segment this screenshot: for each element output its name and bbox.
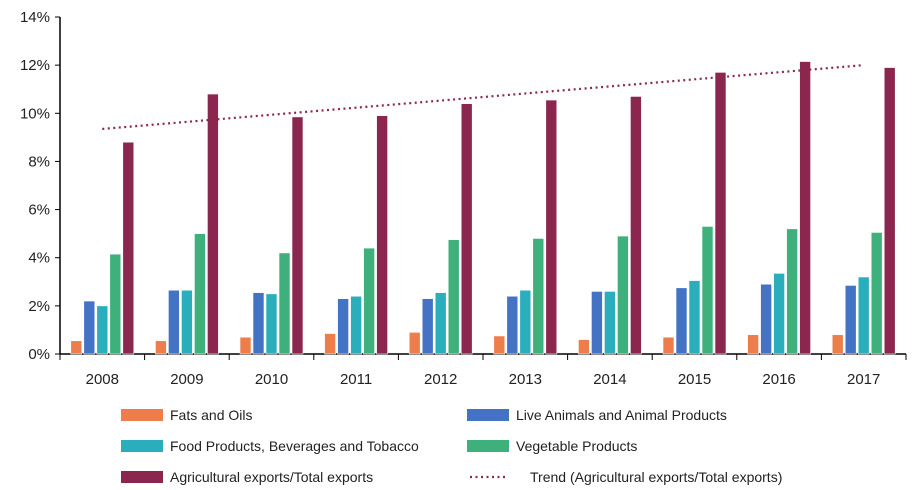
bar-live-animals-and-animal-products (252, 292, 265, 355)
bar-live-animals-and-animal-products (168, 289, 180, 355)
bar-vegetable-products (701, 226, 714, 355)
trend-line (102, 64, 864, 131)
legend-label: Vegetable Products (516, 438, 637, 454)
x-tick-label: 2008 (86, 371, 119, 388)
bar-food-products-beverages-and-tobacco (519, 289, 532, 355)
bar-vegetable-products (109, 253, 122, 355)
y-tick-label: 14% (20, 9, 50, 26)
bar-live-animals-and-animal-products (337, 298, 349, 355)
bar-agricultural-exports-total-exports (376, 115, 388, 355)
bar-fats-and-oils (747, 334, 759, 355)
bar-agricultural-exports-total-exports (545, 99, 558, 355)
bar-vegetable-products (532, 238, 545, 355)
bar-vegetable-products (194, 233, 206, 355)
bar-fats-and-oils (70, 340, 83, 355)
x-tick-label: 2011 (340, 371, 372, 388)
bar-vegetable-products (447, 239, 460, 355)
legend-swatch (121, 440, 163, 452)
legend-swatch (121, 471, 163, 483)
bar-agricultural-exports-total-exports (714, 72, 727, 355)
bar-food-products-beverages-and-tobacco (265, 293, 278, 355)
bar-live-animals-and-animal-products (844, 285, 857, 355)
bar-food-products-beverages-and-tobacco (434, 292, 447, 355)
bar-food-products-beverages-and-tobacco (96, 305, 109, 355)
bar-agricultural-exports-total-exports (883, 67, 896, 355)
y-tick-label: 4% (28, 250, 50, 267)
x-tick-label: 2017 (847, 371, 880, 388)
bar-vegetable-products (363, 247, 375, 355)
y-tick-label: 0% (28, 346, 50, 363)
bar-live-animals-and-animal-products (83, 300, 96, 355)
y-tick-label: 2% (28, 298, 50, 315)
bar-agricultural-exports-total-exports (460, 103, 473, 355)
legend-swatch (121, 409, 163, 421)
legend-swatch (467, 409, 509, 421)
x-tick-label: 2009 (170, 371, 203, 388)
bar-fats-and-oils (239, 336, 252, 355)
y-tick-label: 12% (20, 57, 50, 74)
bar-fats-and-oils (408, 332, 421, 355)
bar-live-animals-and-animal-products (760, 283, 772, 355)
bar-agricultural-exports-total-exports (799, 61, 811, 355)
bar-vegetable-products (786, 228, 798, 355)
legend-label: Trend (Agricultural exports/Total export… (530, 469, 782, 485)
legend-label: Agricultural exports/Total exports (170, 469, 373, 485)
x-tick-label: 2015 (678, 371, 711, 388)
bar-food-products-beverages-and-tobacco (604, 291, 616, 355)
x-tick-label: 2013 (509, 371, 542, 388)
x-tick-label: 2014 (593, 371, 626, 388)
bar-fats-and-oils (324, 333, 336, 355)
y-tick-label: 6% (28, 202, 50, 219)
x-tick-label: 2010 (255, 371, 288, 388)
bar-agricultural-exports-total-exports (291, 116, 304, 355)
bar-agricultural-exports-total-exports (630, 96, 642, 355)
bar-vegetable-products (278, 252, 291, 355)
bar-food-products-beverages-and-tobacco (773, 273, 785, 355)
bar-fats-and-oils (493, 335, 506, 355)
bar-food-products-beverages-and-tobacco (181, 289, 193, 355)
x-tick-label: 2012 (424, 371, 457, 388)
bar-live-animals-and-animal-products (421, 298, 434, 355)
bar-fats-and-oils (831, 334, 844, 355)
bar-live-animals-and-animal-products (675, 287, 688, 355)
bar-fats-and-oils (662, 336, 675, 355)
bar-food-products-beverages-and-tobacco (350, 295, 362, 355)
bar-agricultural-exports-total-exports (122, 141, 135, 355)
bar-live-animals-and-animal-products (506, 295, 519, 355)
bar-food-products-beverages-and-tobacco (688, 280, 701, 355)
bar-live-animals-and-animal-products (591, 291, 603, 355)
legend-label: Live Animals and Animal Products (516, 407, 727, 423)
legend-label: Food Products, Beverages and Tobacco (170, 438, 419, 454)
y-tick-label: 8% (28, 153, 50, 170)
bar-vegetable-products (870, 232, 883, 355)
bar-food-products-beverages-and-tobacco (857, 276, 870, 355)
x-tick-label: 2016 (762, 371, 795, 388)
legend-label: Fats and Oils (170, 407, 252, 423)
y-tick-label: 10% (20, 105, 50, 122)
bar-fats-and-oils (155, 340, 167, 355)
legend-swatch (467, 440, 509, 452)
bar-fats-and-oils (578, 339, 590, 355)
bar-vegetable-products (617, 235, 629, 355)
bar-agricultural-exports-total-exports (207, 93, 219, 355)
